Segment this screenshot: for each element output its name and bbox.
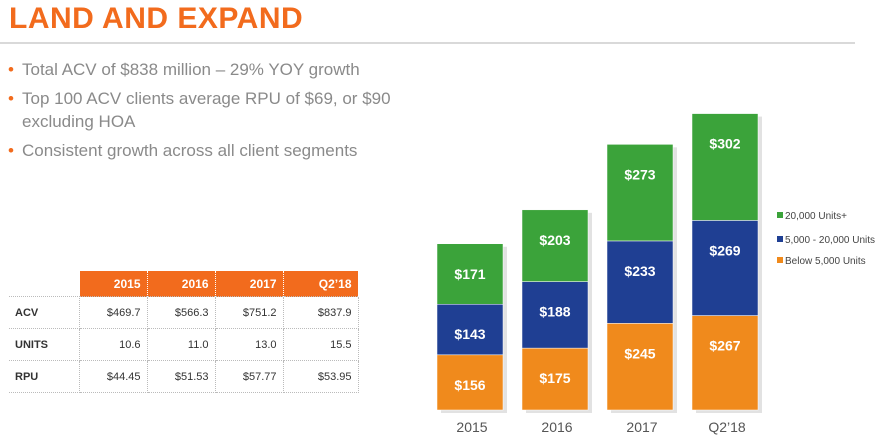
data-label: $188 — [539, 304, 570, 320]
table-cell: 10.6 — [79, 328, 148, 361]
table-cell: $566.3 — [147, 296, 216, 329]
legend-swatch — [777, 212, 783, 218]
row-label: RPU — [9, 360, 80, 393]
data-label: $273 — [624, 166, 655, 182]
table-row: RPU $44.45 $51.53 $57.77 $53.95 — [9, 360, 359, 393]
table-header-cell: 2016 — [147, 271, 216, 297]
table-header-cell: 2015 — [79, 271, 148, 297]
bar-segment — [521, 209, 589, 282]
table-row: UNITS 10.6 11.0 13.0 15.5 — [9, 328, 359, 361]
data-label: $267 — [709, 338, 740, 354]
table-header-cell: 2017 — [215, 271, 284, 297]
row-label: UNITS — [9, 328, 80, 361]
x-tick-label: Q2’18 — [708, 419, 746, 435]
bar-segment — [436, 243, 504, 305]
bar-segment — [521, 347, 589, 411]
bullet-text: Total ACV of $838 million – 29% YOY grow… — [22, 60, 360, 79]
metrics-table: 2015 2016 2017 Q2’18 ACV $469.7 $566.3 $… — [9, 271, 359, 393]
bullet-list: • Total ACV of $838 million – 29% YOY gro… — [8, 58, 408, 168]
bar-segment — [521, 281, 589, 349]
bullet-dot-icon: • — [8, 60, 14, 79]
table-cell: 13.0 — [215, 328, 284, 361]
bar-segment — [606, 323, 674, 411]
legend-label: Below 5,000 Units — [785, 256, 866, 267]
table-cell: 11.0 — [147, 328, 216, 361]
bullet-dot-icon: • — [8, 141, 14, 160]
table-cell: $751.2 — [215, 296, 284, 329]
data-label: $175 — [539, 370, 570, 386]
row-label: ACV — [9, 296, 80, 329]
data-label: $156 — [454, 377, 485, 393]
bullet-item: • Top 100 ACV clients average RPU of $69,… — [8, 87, 408, 133]
title-divider — [0, 42, 855, 44]
table-cell: $469.7 — [79, 296, 148, 329]
bullet-item: • Total ACV of $838 million – 29% YOY gro… — [8, 58, 408, 81]
bar-segment — [606, 240, 674, 324]
data-label: $302 — [709, 136, 740, 152]
bullet-item: • Consistent growth across all client seg… — [8, 139, 408, 162]
legend-swatch — [777, 257, 783, 263]
data-label: $171 — [454, 266, 485, 282]
table-cell: $57.77 — [215, 360, 284, 393]
table-cell: $44.45 — [79, 360, 148, 393]
table-cell: 15.5 — [283, 328, 359, 361]
data-label: $203 — [539, 232, 570, 248]
legend-label: 5,000 - 20,000 Units — [785, 235, 875, 246]
x-tick-label: 2017 — [626, 419, 657, 435]
data-label: $245 — [624, 345, 655, 361]
table-row: ACV $469.7 $566.3 $751.2 $837.9 — [9, 296, 359, 329]
bar-segment — [691, 220, 759, 316]
page-title: LAND AND EXPAND — [9, 2, 304, 35]
legend-swatch — [777, 236, 783, 242]
data-label: $269 — [709, 242, 740, 258]
table-cell: $837.9 — [283, 296, 359, 329]
bar-segment — [691, 315, 759, 411]
bullet-dot-icon: • — [8, 89, 14, 108]
x-tick-label: 2016 — [541, 419, 572, 435]
table-cell: $53.95 — [283, 360, 359, 393]
bullet-text: Consistent growth across all client segm… — [22, 141, 358, 160]
bar-segment — [691, 113, 759, 221]
legend-label: 20,000 Units+ — [785, 211, 847, 222]
table-corner — [9, 271, 80, 297]
x-tick-label: 2015 — [456, 419, 487, 435]
data-label: $143 — [454, 326, 485, 342]
table-header-row: 2015 2016 2017 Q2’18 — [9, 271, 359, 297]
data-label: $233 — [624, 263, 655, 279]
bullet-text: Top 100 ACV clients average RPU of $69, … — [22, 89, 391, 131]
table-cell: $51.53 — [147, 360, 216, 393]
bar-segment — [606, 144, 674, 242]
table-header-cell: Q2’18 — [283, 271, 359, 297]
